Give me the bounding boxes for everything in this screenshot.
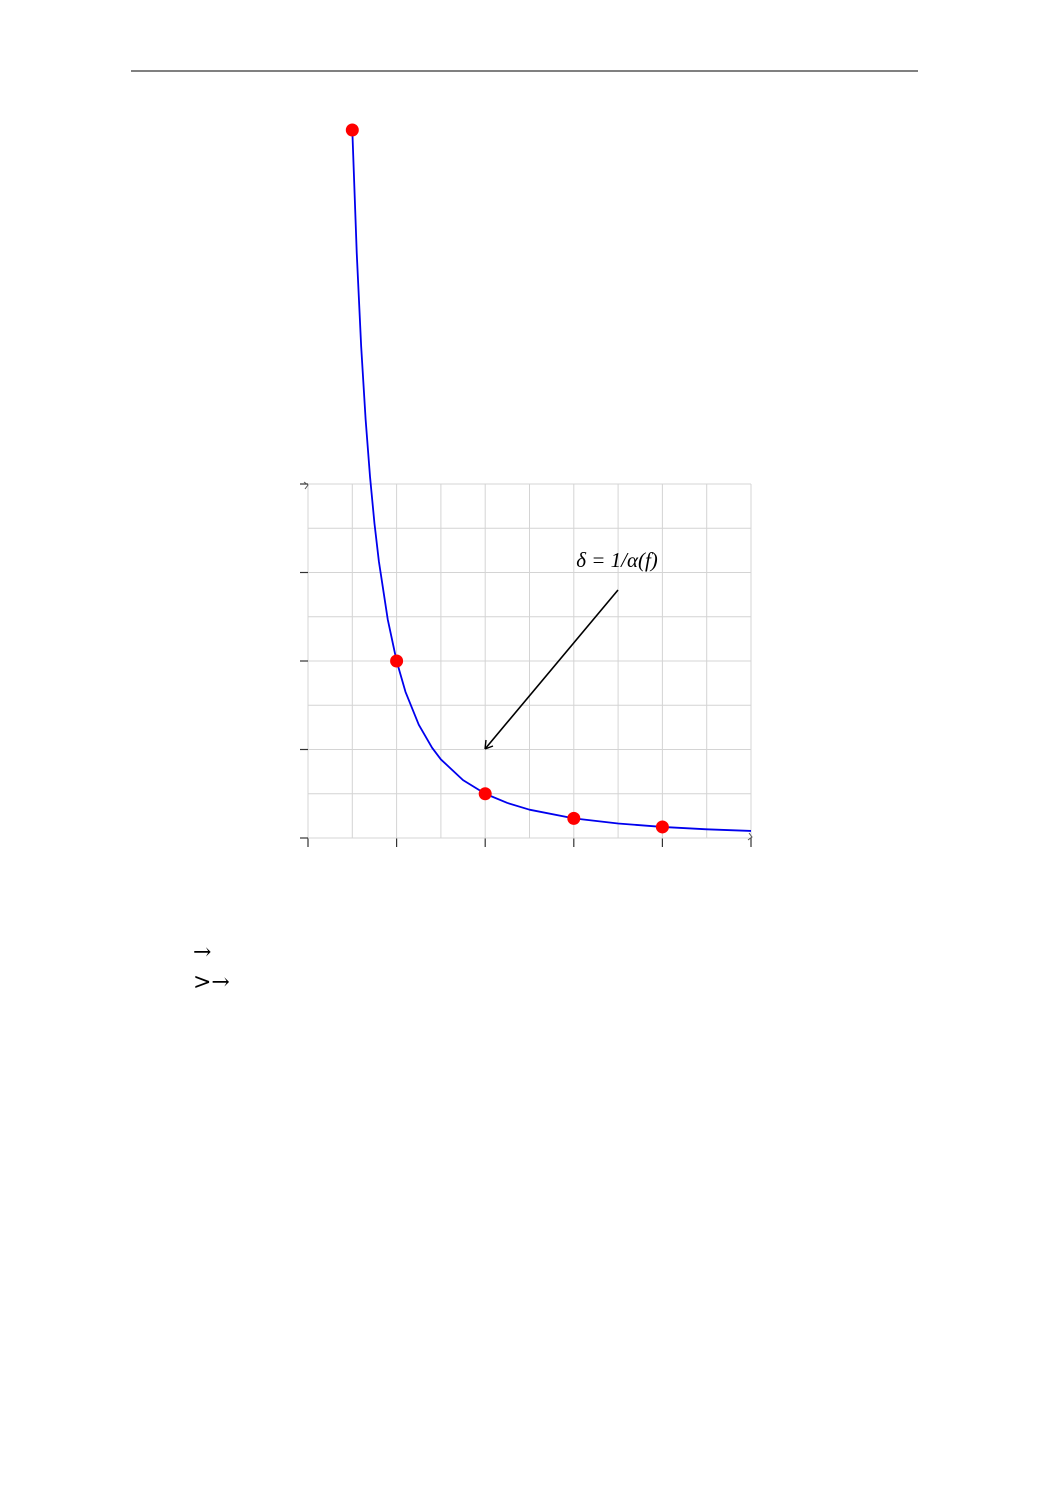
point xyxy=(478,787,492,801)
annotation-arrow xyxy=(484,589,619,750)
annotation: δ = 1/α(f) xyxy=(576,548,658,572)
point xyxy=(390,654,404,668)
axis-arrow xyxy=(747,832,753,841)
chart xyxy=(300,123,753,847)
point xyxy=(345,123,359,137)
point xyxy=(567,811,581,825)
text-line: >→ xyxy=(193,970,230,995)
curve xyxy=(351,129,752,832)
arrow-head xyxy=(484,739,494,750)
axis-arrow xyxy=(303,481,309,490)
text-line: → xyxy=(193,940,212,965)
point xyxy=(655,820,669,834)
